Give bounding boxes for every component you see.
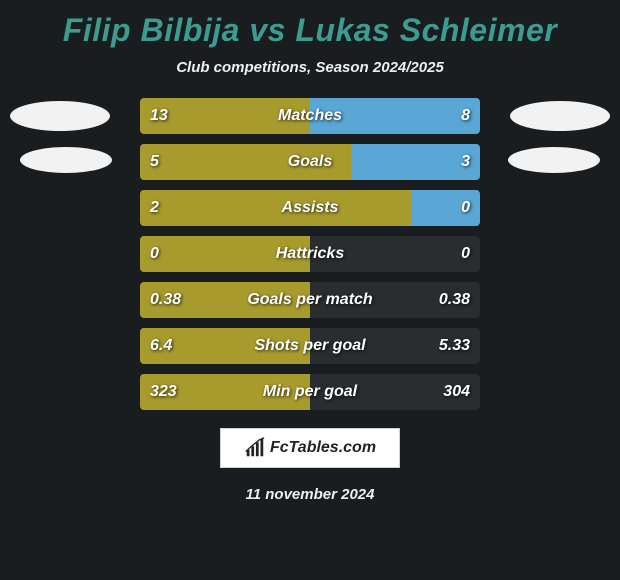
right-bar (310, 98, 480, 134)
page-title: Filip Bilbija vs Lukas Schleimer (0, 0, 620, 49)
player-right-badge-2 (508, 147, 600, 173)
stat-row: 323304Min per goal (140, 374, 480, 410)
right-bar (412, 190, 480, 226)
stat-row: 0.380.38Goals per match (140, 282, 480, 318)
stat-row: 6.45.33Shots per goal (140, 328, 480, 364)
right-value: 5.33 (429, 328, 480, 364)
stat-rows: 138Matches 53Goals 20Assists 00Hattricks 0.3… (140, 98, 480, 410)
chart-icon (244, 437, 266, 459)
right-value: 0.38 (429, 282, 480, 318)
right-bar (351, 144, 480, 180)
logo-text: FcTables.com (270, 439, 376, 457)
stat-row: 138Matches (140, 98, 480, 134)
logo-box: FcTables.com (220, 428, 400, 468)
stat-row: 00Hattricks (140, 236, 480, 272)
comparison-block: 138Matches 53Goals 20Assists 00Hattricks 0.3… (0, 98, 620, 410)
player-left-badge-1 (10, 101, 110, 131)
player-right-badge-1 (510, 101, 610, 131)
left-bar (140, 374, 310, 410)
stat-row: 53Goals (140, 144, 480, 180)
left-bar (140, 236, 310, 272)
left-bar (140, 328, 310, 364)
player-left-badge-2 (20, 147, 112, 173)
right-value: 0 (451, 236, 480, 272)
subtitle: Club competitions, Season 2024/2025 (0, 59, 620, 76)
left-bar (140, 144, 351, 180)
footer-date: 11 november 2024 (0, 486, 620, 503)
left-bar (140, 282, 310, 318)
right-value: 304 (433, 374, 480, 410)
left-bar (140, 98, 310, 134)
left-bar (140, 190, 412, 226)
stat-row: 20Assists (140, 190, 480, 226)
